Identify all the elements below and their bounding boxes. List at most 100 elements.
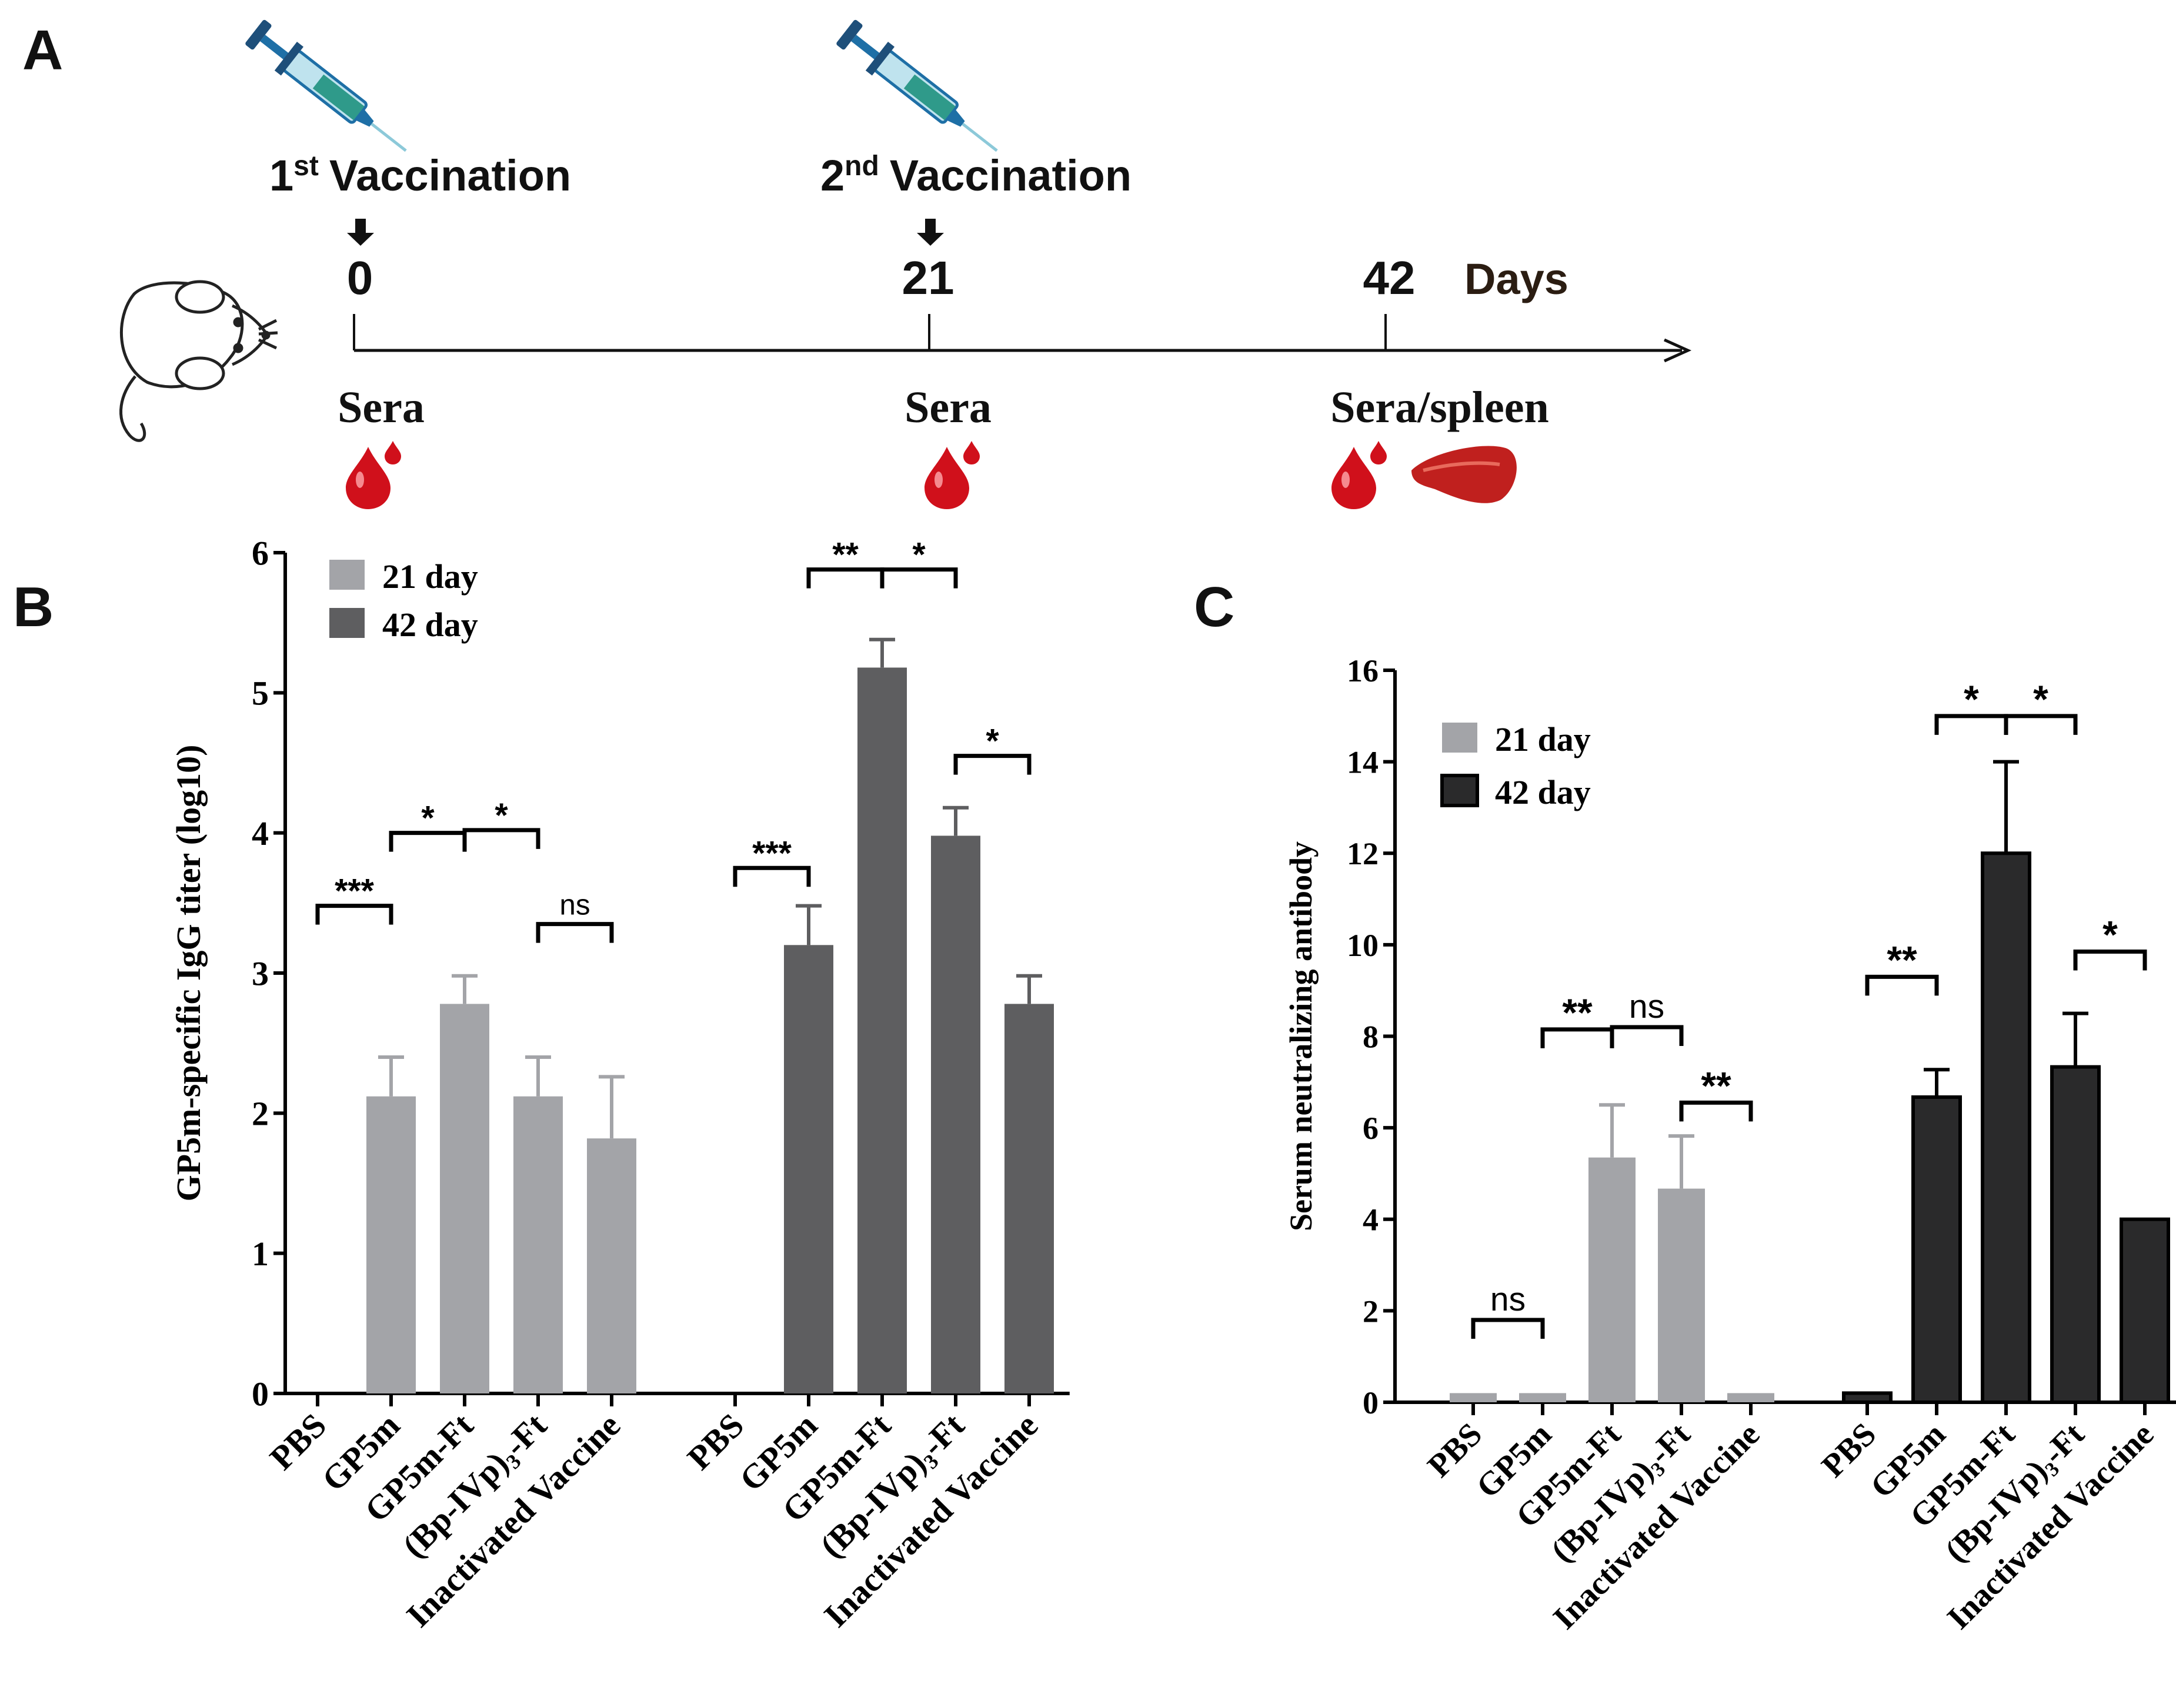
bar-42-day-1 bbox=[784, 945, 833, 1393]
significance-label: ** bbox=[1562, 991, 1593, 1034]
bar-21-day-3 bbox=[1658, 1188, 1705, 1402]
y-tick-label: 2 bbox=[1363, 1293, 1379, 1329]
syringe-icon bbox=[245, 19, 407, 152]
significance-label: * bbox=[986, 723, 999, 760]
panel-a-letter: A bbox=[22, 19, 63, 82]
significance-bracket bbox=[880, 567, 958, 589]
first-vaccination-label: 1st Vaccination bbox=[269, 151, 571, 200]
bar-42-day-2 bbox=[857, 667, 907, 1393]
significance-label: ns bbox=[559, 889, 590, 921]
second-vaccination-superscript: nd bbox=[845, 151, 879, 182]
y-axis-label: Serum neutralizing antibody bbox=[1283, 841, 1319, 1231]
second-vaccination-text: Vaccination bbox=[890, 151, 1132, 200]
bar-21-day-4 bbox=[1727, 1393, 1774, 1402]
significance-label: * bbox=[2102, 913, 2118, 957]
bar-21-day-4 bbox=[587, 1138, 636, 1393]
bar-42-day-1 bbox=[1911, 1095, 1962, 1404]
y-tick-label: 14 bbox=[1347, 745, 1379, 780]
significance-label: ** bbox=[1701, 1064, 1731, 1107]
significance-bracket bbox=[733, 865, 811, 887]
panel-c-letter: C bbox=[1194, 576, 1234, 639]
significance-label: ** bbox=[1887, 938, 1917, 981]
timeline-day-21: 21 bbox=[902, 252, 954, 304]
sera-spleen-label-day42: Sera/spleen bbox=[1330, 383, 1549, 432]
y-tick-label: 16 bbox=[1347, 653, 1379, 688]
timeline-day-0: 0 bbox=[347, 252, 373, 304]
second-vaccination-number: 2 bbox=[820, 151, 845, 200]
significance-label: ** bbox=[832, 536, 859, 574]
bar-21-day-2 bbox=[1588, 1157, 1636, 1402]
significance-label: * bbox=[495, 797, 508, 834]
y-tick-label: 2 bbox=[252, 1095, 269, 1133]
y-tick-label: 3 bbox=[252, 954, 269, 992]
first-vaccination-number: 1 bbox=[269, 151, 293, 200]
significance-label: * bbox=[1964, 677, 1979, 721]
legend-swatch bbox=[329, 560, 365, 590]
legend-label: 21 day bbox=[382, 557, 478, 596]
significance-bracket bbox=[1610, 1025, 1684, 1046]
bar-21-day-2 bbox=[440, 1004, 489, 1393]
timeline-day-42: 42 bbox=[1363, 252, 1416, 304]
bar-42-day-4 bbox=[2120, 1217, 2170, 1404]
bar-21-day-1 bbox=[1519, 1393, 1566, 1402]
significance-bracket bbox=[2073, 950, 2147, 971]
y-tick-label: 8 bbox=[1363, 1019, 1379, 1054]
bar-42-day-3 bbox=[931, 835, 980, 1393]
y-tick-label: 0 bbox=[252, 1375, 269, 1413]
y-tick-label: 5 bbox=[252, 674, 269, 713]
legend-label: 42 day bbox=[1495, 773, 1591, 811]
significance-label: ns bbox=[1629, 988, 1664, 1025]
mouse-icon bbox=[119, 280, 278, 442]
sera-label-day21: Sera bbox=[905, 383, 992, 432]
significance-bracket bbox=[462, 828, 540, 849]
significance-bracket bbox=[1865, 974, 1939, 996]
significance-label: * bbox=[2033, 677, 2048, 721]
y-tick-label: 4 bbox=[252, 814, 269, 853]
bar-21-day-1 bbox=[366, 1096, 416, 1393]
panel-b-letter: B bbox=[13, 576, 54, 639]
significance-bracket bbox=[1471, 1318, 1545, 1339]
significance-label: *** bbox=[752, 834, 792, 872]
significance-bracket bbox=[953, 754, 1032, 775]
y-tick-label: 6 bbox=[1363, 1111, 1379, 1146]
significance-bracket bbox=[2004, 714, 2078, 735]
down-arrow-icon bbox=[347, 219, 374, 246]
y-tick-label: 10 bbox=[1347, 928, 1379, 963]
panel-c-chart: 0 2 4 6 8 10 12 14 16 Serum neutralizing antibody… bbox=[1283, 653, 2176, 1636]
timeline-axis bbox=[353, 314, 1692, 363]
legend-swatch bbox=[329, 608, 365, 638]
timeline-days-label: Days bbox=[1464, 255, 1568, 303]
significance-bracket bbox=[536, 922, 614, 943]
bar-21-day-3 bbox=[513, 1096, 563, 1393]
first-vaccination-text: Vaccination bbox=[329, 151, 571, 200]
syringe-icon bbox=[836, 19, 998, 152]
significance-label: * bbox=[912, 536, 926, 574]
legend-swatch bbox=[1440, 774, 1479, 807]
y-tick-label: 1 bbox=[252, 1235, 269, 1273]
legend-swatch bbox=[1442, 723, 1477, 753]
blood-drop-icon bbox=[1331, 441, 1387, 509]
significance-bracket bbox=[315, 904, 393, 925]
blood-drop-icon bbox=[346, 441, 401, 509]
bar-42-day-3 bbox=[2050, 1065, 2101, 1404]
legend-label: 21 day bbox=[1495, 720, 1591, 758]
y-tick-label: 6 bbox=[252, 534, 269, 572]
y-tick-label: 12 bbox=[1347, 836, 1379, 871]
blood-drop-icon bbox=[925, 441, 980, 509]
first-vaccination-superscript: st bbox=[293, 151, 319, 182]
spleen-icon bbox=[1411, 446, 1517, 503]
down-arrow-icon bbox=[917, 219, 944, 246]
second-vaccination-label: 2nd Vaccination bbox=[820, 151, 1132, 200]
y-axis-label: GP5m-specific IgG titer (log10) bbox=[169, 745, 208, 1202]
bar-21-day-0 bbox=[1450, 1393, 1497, 1402]
bar-42-day-0 bbox=[1842, 1391, 1893, 1404]
y-tick-label: 0 bbox=[1363, 1385, 1379, 1420]
bar-42-day-2 bbox=[1981, 851, 2031, 1404]
significance-label: * bbox=[421, 800, 435, 837]
significance-label: ns bbox=[1490, 1281, 1526, 1318]
significance-label: *** bbox=[335, 873, 375, 910]
bar-42-day-4 bbox=[1004, 1004, 1054, 1393]
sera-label-day0: Sera bbox=[338, 383, 425, 432]
